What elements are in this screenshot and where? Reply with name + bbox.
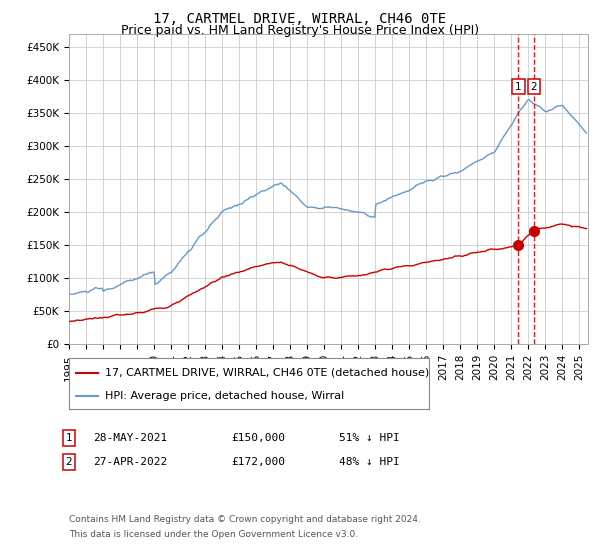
Text: 17, CARTMEL DRIVE, WIRRAL, CH46 0TE: 17, CARTMEL DRIVE, WIRRAL, CH46 0TE xyxy=(154,12,446,26)
Text: 28-MAY-2021: 28-MAY-2021 xyxy=(93,433,167,443)
Text: 1: 1 xyxy=(65,433,73,443)
Text: This data is licensed under the Open Government Licence v3.0.: This data is licensed under the Open Gov… xyxy=(69,530,358,539)
Text: 51% ↓ HPI: 51% ↓ HPI xyxy=(339,433,400,443)
Text: 17, CARTMEL DRIVE, WIRRAL, CH46 0TE (detached house): 17, CARTMEL DRIVE, WIRRAL, CH46 0TE (det… xyxy=(105,367,429,377)
Text: 48% ↓ HPI: 48% ↓ HPI xyxy=(339,457,400,467)
Text: 2: 2 xyxy=(530,82,537,91)
Text: £172,000: £172,000 xyxy=(231,457,285,467)
Text: £150,000: £150,000 xyxy=(231,433,285,443)
Text: HPI: Average price, detached house, Wirral: HPI: Average price, detached house, Wirr… xyxy=(105,391,344,401)
Text: Price paid vs. HM Land Registry's House Price Index (HPI): Price paid vs. HM Land Registry's House … xyxy=(121,24,479,37)
Text: 1: 1 xyxy=(515,82,522,91)
Text: Contains HM Land Registry data © Crown copyright and database right 2024.: Contains HM Land Registry data © Crown c… xyxy=(69,515,421,524)
Text: 2: 2 xyxy=(65,457,73,467)
Text: 27-APR-2022: 27-APR-2022 xyxy=(93,457,167,467)
